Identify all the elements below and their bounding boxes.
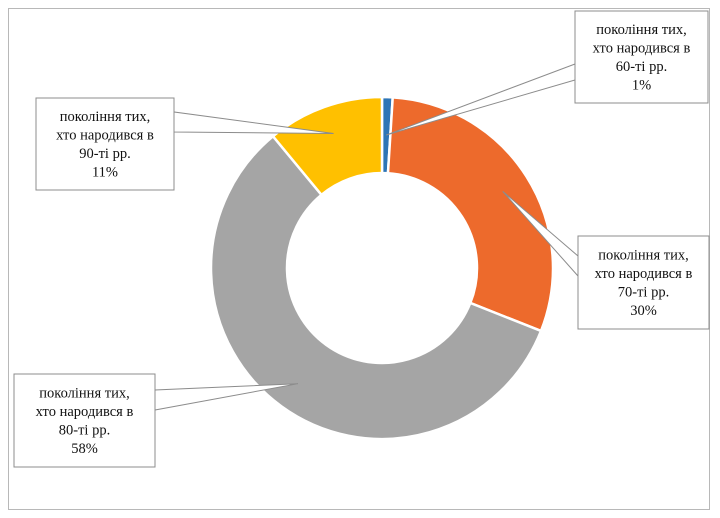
- data-label-box: [574, 10, 709, 104]
- data-label-line: хто народився в: [36, 404, 134, 420]
- data-label-line: хто народився в: [595, 266, 693, 282]
- data-label-line: покоління тих,: [60, 109, 150, 125]
- data-label-line: покоління тих,: [596, 22, 686, 38]
- data-label-70s: покоління тих, хто народився в 70-ті рр. 30…: [577, 235, 710, 330]
- data-label-line: хто народився в: [593, 41, 691, 57]
- data-label-percent: 1%: [632, 78, 651, 94]
- data-label-line: 90-ті рр.: [79, 146, 130, 162]
- data-label-80s: покоління тих, хто народився в 80-ті рр. 58…: [13, 373, 156, 468]
- data-label-90s: покоління тих, хто народився в 90-ті рр. 11…: [35, 97, 175, 191]
- data-label-box: [35, 97, 175, 191]
- data-label-percent: 30%: [630, 303, 657, 319]
- data-label-line: 80-ті рр.: [59, 423, 110, 439]
- data-label-line: хто народився в: [56, 128, 154, 144]
- data-label-60s: покоління тих, хто народився в 60-ті рр. 1%: [574, 10, 709, 104]
- data-label-line: 60-ті рр.: [616, 59, 667, 75]
- data-label-line: 70-ті рр.: [618, 285, 669, 301]
- data-label-box: [577, 235, 710, 330]
- slice-80s: [209, 134, 543, 441]
- data-label-percent: 58%: [71, 441, 98, 457]
- data-label-percent: 11%: [92, 165, 118, 181]
- data-label-line: покоління тих,: [39, 386, 129, 402]
- slice-90s: [271, 95, 384, 197]
- slices-layer: [209, 95, 555, 441]
- data-labels-layer: покоління тих, хто народився в 60-ті рр. 1%…: [13, 10, 710, 468]
- data-label-box: [13, 373, 156, 468]
- data-label-line: покоління тих,: [598, 248, 688, 264]
- slice-70s: [386, 96, 555, 333]
